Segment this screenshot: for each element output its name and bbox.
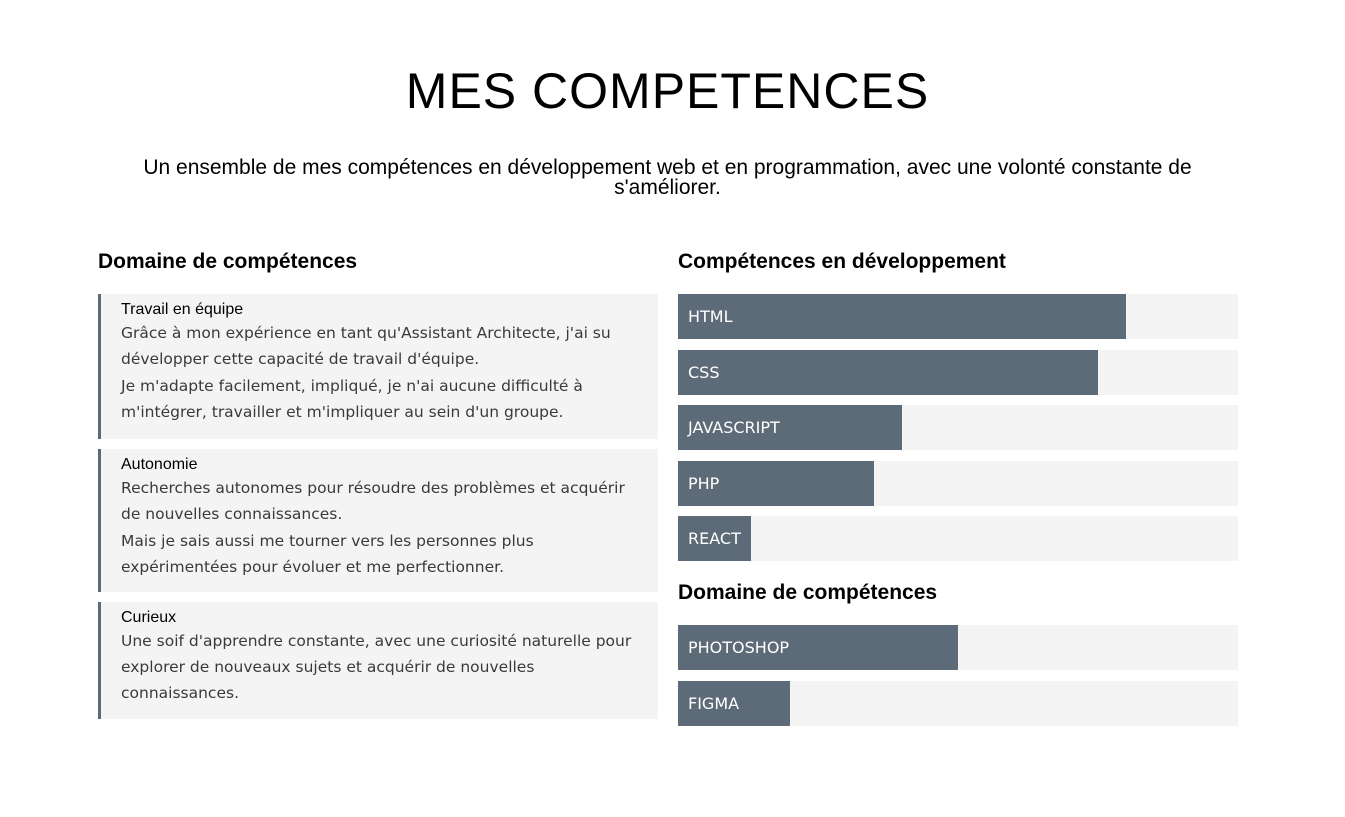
skill-card-text: Une soif d'apprendre constante, avec une… <box>121 632 632 702</box>
page-title: MES COMPETENCES <box>405 63 930 119</box>
skill-card-text: Je m'adapte facilement, impliqué, je n'a… <box>121 377 583 421</box>
skill-bar-fill <box>678 405 902 450</box>
skill-bar-php: PHP <box>678 461 1238 506</box>
skill-bar-react: REACT <box>678 516 1238 561</box>
skill-card-text: Grâce à mon expérience en tant qu'Assist… <box>121 324 611 368</box>
skill-bar-fill <box>678 350 1098 395</box>
skill-card-title: Travail en équipe <box>121 301 244 318</box>
skill-card-teamwork: Travail en équipe Grâce à mon expérience… <box>98 294 658 439</box>
skill-bar-figma: FIGMA <box>678 681 1238 726</box>
skill-bar-label: FIGMA <box>688 694 740 713</box>
dev-skills-heading: Compétences en développement <box>678 250 1006 273</box>
skill-bar-fill <box>678 461 874 506</box>
skill-bar-javascript: JAVASCRIPT <box>678 405 1238 450</box>
skill-bar-photoshop: PHOTOSHOP <box>678 625 1238 670</box>
design-skills-heading: Domaine de compétences <box>678 581 938 604</box>
skill-bar-fill <box>678 516 751 561</box>
skill-bar-label: REACT <box>688 529 741 548</box>
skill-bar-label: PHOTOSHOP <box>688 638 790 657</box>
skill-bar-fill <box>678 681 790 726</box>
skill-bar-label: JAVASCRIPT <box>688 418 780 437</box>
skill-bar-html: HTML <box>678 294 1238 339</box>
skill-bar-fill <box>678 294 1126 339</box>
skill-bar-css: CSS <box>678 350 1238 395</box>
skill-bar-label: CSS <box>688 363 720 382</box>
skill-card-title: Autonomie <box>121 456 198 473</box>
skill-bar-label: HTML <box>688 307 733 326</box>
skill-card-text: Recherches autonomes pour résoudre des p… <box>121 479 625 523</box>
skill-card-autonomy: Autonomie Recherches autonomes pour réso… <box>98 449 658 592</box>
skill-card-curious: Curieux Une soif d'apprendre constante, … <box>98 602 658 719</box>
skill-card-title: Curieux <box>121 609 177 626</box>
skill-card-text: Mais je sais aussi me tourner vers les p… <box>121 532 534 576</box>
soft-skills-heading: Domaine de compétences <box>98 250 358 273</box>
skill-bar-label: PHP <box>688 474 720 493</box>
page-subtitle: Un ensemble de mes compétences en dévelo… <box>143 156 1192 199</box>
skill-bar-fill <box>678 625 958 670</box>
